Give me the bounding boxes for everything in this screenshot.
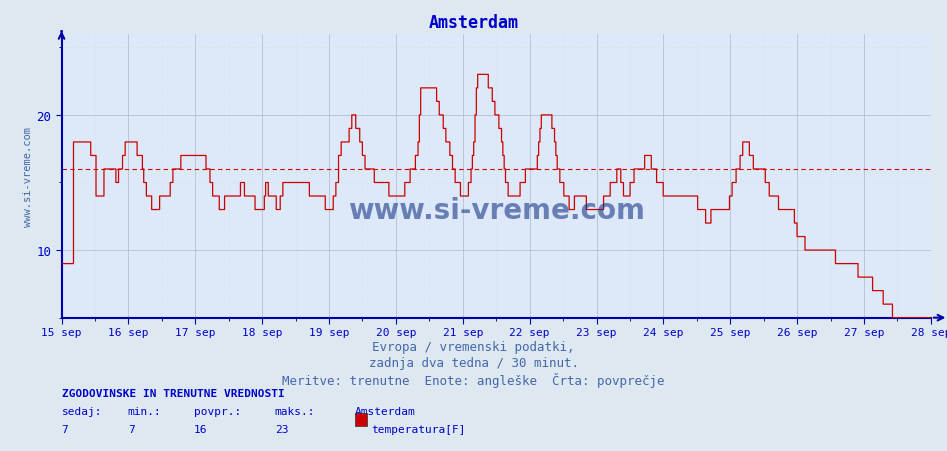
Text: 23: 23 xyxy=(275,424,288,434)
Text: ZGODOVINSKE IN TRENUTNE VREDNOSTI: ZGODOVINSKE IN TRENUTNE VREDNOSTI xyxy=(62,388,284,398)
Text: sedaj:: sedaj: xyxy=(62,406,102,416)
Text: maks.:: maks.: xyxy=(275,406,315,416)
Text: Meritve: trenutne  Enote: angleške  Črta: povprečje: Meritve: trenutne Enote: angleške Črta: … xyxy=(282,372,665,387)
Text: zadnja dva tedna / 30 minut.: zadnja dva tedna / 30 minut. xyxy=(368,356,579,369)
Text: povpr.:: povpr.: xyxy=(194,406,241,416)
Text: 7: 7 xyxy=(62,424,68,434)
Text: 16: 16 xyxy=(194,424,207,434)
Text: Amsterdam: Amsterdam xyxy=(428,14,519,32)
Text: 7: 7 xyxy=(128,424,134,434)
Text: temperatura[F]: temperatura[F] xyxy=(371,424,466,434)
Text: Amsterdam: Amsterdam xyxy=(355,406,416,416)
Text: min.:: min.: xyxy=(128,406,162,416)
Text: www.si-vreme.com: www.si-vreme.com xyxy=(348,196,645,224)
Y-axis label: www.si-vreme.com: www.si-vreme.com xyxy=(24,126,33,226)
Text: Evropa / vremenski podatki,: Evropa / vremenski podatki, xyxy=(372,341,575,354)
